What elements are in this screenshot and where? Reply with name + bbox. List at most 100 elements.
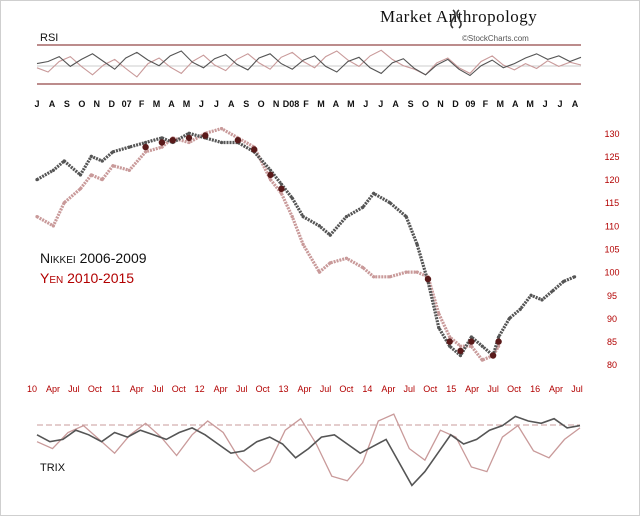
x-axis-tick-label: Jul — [320, 384, 332, 394]
price-series-nikkei-point — [437, 326, 441, 330]
price-y-tick-label: 110 — [605, 221, 619, 231]
price-series-yen-point — [144, 150, 148, 154]
price-y-tick-label: 80 — [607, 360, 617, 370]
price-series-nikkei-point — [301, 215, 305, 219]
month-tick-label: F — [483, 99, 489, 109]
month-tick-label: N — [273, 99, 280, 109]
price-series-nikkei-point — [551, 289, 555, 293]
price-series-nikkei-point — [290, 196, 294, 200]
month-tick-label: A — [228, 99, 235, 109]
price-series-nikkei-point — [127, 145, 131, 149]
month-tick-label: A — [572, 99, 579, 109]
month-tick-label: A — [392, 99, 399, 109]
x-axis-tick-label: 14 — [362, 384, 372, 394]
overlap-marker — [424, 275, 432, 283]
price-series-nikkei-point — [458, 353, 463, 358]
month-tick-label: J — [214, 99, 219, 109]
month-tick-label: M — [183, 99, 191, 109]
overlap-marker — [446, 338, 453, 345]
price-series-yen-point — [268, 178, 273, 182]
price-series-nikkei-point — [497, 335, 501, 339]
x-axis-tick-label: Jul — [487, 384, 499, 394]
price-series-yen-point — [372, 275, 376, 279]
price-series-nikkei-point — [469, 335, 473, 339]
x-axis-tick-label: Apr — [214, 384, 228, 394]
month-tick-label: M — [497, 99, 505, 109]
x-axis-tick-label: Apr — [549, 384, 563, 394]
price-series-yen-point — [100, 178, 104, 182]
month-tick-label: S — [243, 99, 249, 109]
x-axis-tick-label: 13 — [279, 384, 289, 394]
month-tick-label: M — [317, 99, 325, 109]
overlap-marker — [495, 338, 502, 345]
month-tick-label: O — [78, 99, 85, 109]
month-tick-label: N — [94, 99, 101, 109]
price-series-yen-point — [415, 270, 419, 274]
month-tick-label: O — [258, 99, 265, 109]
price-series-nikkei-point — [372, 191, 376, 195]
price-series-nikkei-point — [540, 298, 544, 302]
price-series-yen-point — [35, 215, 39, 219]
x-axis-tick-label: 15 — [446, 384, 456, 394]
price-series-yen-point — [51, 224, 55, 228]
month-tick-label: 07 — [122, 99, 132, 109]
price-series-yen-point — [328, 261, 332, 265]
month-tick-label: N — [437, 99, 444, 109]
month-tick-label: J — [34, 99, 39, 109]
price-y-tick-label: 95 — [607, 291, 617, 301]
overlap-marker — [278, 185, 285, 192]
price-series-yen — [36, 127, 500, 362]
price-y-tick-label: 100 — [604, 268, 619, 278]
x-axis-tick-label: Oct — [507, 384, 522, 394]
month-tick-label: J — [199, 99, 204, 109]
price-series-yen-point — [187, 140, 191, 145]
x-axis-tick-label: Apr — [130, 384, 144, 394]
price-series-nikkei-point — [480, 344, 484, 348]
rsi-series-nikkei — [36, 50, 582, 77]
price-series-yen-point — [301, 242, 305, 246]
price-series-yen-point — [89, 173, 93, 177]
x-axis-tick-label: Jul — [236, 384, 248, 394]
brand-logo-icon — [450, 9, 462, 29]
price-series-nikkei-point — [78, 173, 82, 177]
price-series-yen-point — [220, 127, 224, 131]
overlap-marker — [457, 347, 464, 355]
price-y-tick-label: 105 — [604, 245, 619, 255]
x-axis-tick-label: Jul — [152, 384, 164, 394]
price-series-nikkei-point — [448, 344, 452, 348]
month-tick-label: J — [558, 99, 563, 109]
x-axis-tick-label: Oct — [339, 384, 354, 394]
overlap-marker — [251, 146, 258, 153]
price-series-yen-point — [361, 265, 365, 270]
trix-panel-label: TRIX — [40, 462, 66, 474]
price-series-yen-point — [448, 335, 452, 339]
price-series-yen-point — [290, 215, 294, 219]
price-series-yen-point — [279, 191, 283, 195]
month-tick-label: O — [422, 99, 429, 109]
legend-yen: Yen 2010-2015 — [40, 270, 135, 286]
price-y-tick-label: 120 — [604, 175, 619, 185]
price-y-tick-label: 130 — [604, 129, 619, 139]
month-tick-label: M — [526, 99, 534, 109]
legend-nikkei: Nikkei 2006-2009 — [40, 250, 147, 266]
x-axis-tick-label: Oct — [256, 384, 271, 394]
x-axis-tick-label: Oct — [88, 384, 103, 394]
month-tick-label: D08 — [283, 99, 300, 109]
month-tick-label: A — [333, 99, 340, 109]
x-axis-tick-label: 12 — [195, 384, 205, 394]
overlap-marker — [267, 171, 274, 179]
overlap-marker — [142, 143, 149, 151]
overlap-marker — [234, 137, 242, 144]
trix-series-yen — [36, 413, 581, 482]
price-series-yen-point — [160, 145, 164, 149]
month-tick-label: F — [303, 99, 309, 109]
price-series-nikkei-point — [100, 159, 104, 163]
price-series-nikkei-point — [317, 224, 321, 228]
x-axis-tick-label: Apr — [297, 384, 311, 394]
overlap-marker — [202, 132, 209, 139]
price-y-tick-label: 90 — [607, 314, 617, 324]
price-series-nikkei-point — [35, 178, 39, 182]
price-series-nikkei-point — [268, 168, 273, 172]
x-axis-tick-label: Jul — [404, 384, 416, 394]
